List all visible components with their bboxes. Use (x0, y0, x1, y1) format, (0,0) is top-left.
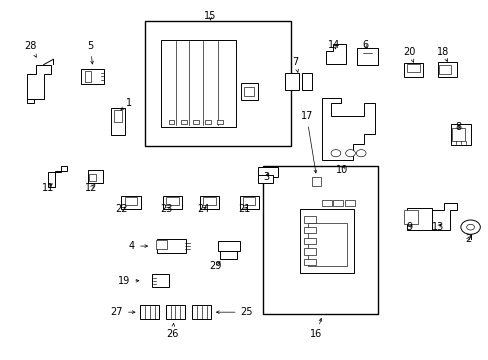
Text: 15: 15 (204, 12, 216, 21)
Bar (144, 21, 290, 146)
Bar (111, 108, 125, 135)
Bar (304, 259, 316, 265)
Bar (165, 305, 185, 319)
Bar (166, 197, 178, 204)
Bar (89, 174, 96, 181)
Text: 26: 26 (166, 324, 178, 339)
Text: 6: 6 (361, 40, 367, 50)
Bar (88, 170, 102, 183)
Polygon shape (431, 203, 457, 230)
Circle shape (330, 150, 340, 157)
Text: 4: 4 (129, 241, 147, 251)
Bar (407, 64, 419, 72)
Bar (403, 63, 423, 77)
Bar (357, 48, 377, 65)
Bar (125, 197, 137, 204)
Text: 7: 7 (292, 57, 298, 73)
Polygon shape (47, 166, 67, 187)
Bar (241, 83, 257, 100)
Text: 1: 1 (121, 98, 132, 110)
Bar (438, 65, 450, 74)
Polygon shape (27, 64, 51, 99)
Polygon shape (322, 98, 374, 160)
Bar (193, 120, 199, 124)
Bar (114, 110, 122, 122)
Bar (304, 248, 316, 255)
Bar (239, 196, 259, 209)
Text: 27: 27 (110, 307, 135, 317)
Bar (301, 73, 311, 90)
Text: 16: 16 (310, 319, 322, 339)
Circle shape (466, 224, 473, 230)
Polygon shape (325, 44, 345, 64)
Bar (244, 87, 254, 96)
Bar (217, 120, 223, 124)
Text: 21: 21 (238, 204, 250, 214)
Bar (304, 216, 316, 222)
Bar (451, 128, 464, 140)
Bar (307, 223, 346, 266)
Circle shape (460, 220, 479, 234)
Bar (304, 238, 316, 244)
Bar (169, 62, 217, 107)
Bar (258, 175, 272, 183)
Bar (200, 196, 219, 209)
Text: 28: 28 (24, 41, 37, 57)
Text: 29: 29 (209, 261, 221, 271)
Bar (204, 120, 210, 124)
Text: 2: 2 (464, 234, 470, 244)
Bar (243, 197, 255, 204)
Text: 10: 10 (335, 165, 347, 175)
Bar (437, 63, 457, 77)
Text: 9: 9 (406, 222, 412, 232)
Bar (220, 251, 237, 259)
Bar (85, 71, 91, 82)
Bar (403, 210, 417, 224)
Text: 24: 24 (197, 204, 209, 214)
Text: 14: 14 (327, 40, 340, 50)
Bar (258, 167, 277, 177)
Text: 5: 5 (87, 41, 93, 64)
Bar (218, 241, 240, 251)
Text: 8: 8 (454, 122, 461, 132)
Text: 19: 19 (118, 276, 139, 286)
Text: 12: 12 (85, 183, 97, 193)
Bar (192, 305, 211, 319)
Bar (304, 227, 316, 233)
Circle shape (356, 150, 366, 157)
Polygon shape (27, 99, 34, 103)
Text: 25: 25 (216, 307, 253, 317)
Bar (203, 197, 215, 204)
Text: 23: 23 (160, 204, 173, 214)
Bar (322, 200, 331, 206)
Bar (406, 207, 431, 230)
Text: 11: 11 (41, 183, 54, 193)
Bar (121, 196, 141, 209)
Text: 13: 13 (431, 222, 443, 232)
Bar (156, 240, 167, 249)
Bar (311, 177, 321, 186)
Bar (450, 124, 470, 145)
Bar (163, 196, 182, 209)
Bar (345, 200, 354, 206)
Bar (333, 200, 343, 206)
Bar (160, 40, 236, 127)
Text: 18: 18 (436, 47, 448, 62)
Bar (285, 73, 298, 90)
Text: 17: 17 (300, 111, 316, 173)
Bar (181, 120, 186, 124)
Bar (81, 69, 104, 84)
Bar (300, 208, 353, 273)
Text: 22: 22 (116, 204, 128, 214)
Circle shape (345, 150, 355, 157)
Text: 20: 20 (403, 47, 415, 63)
Bar (168, 120, 174, 124)
Bar (140, 305, 159, 319)
Bar (152, 274, 168, 287)
Bar (157, 239, 186, 253)
Bar (263, 166, 377, 314)
Text: 3: 3 (263, 172, 269, 182)
